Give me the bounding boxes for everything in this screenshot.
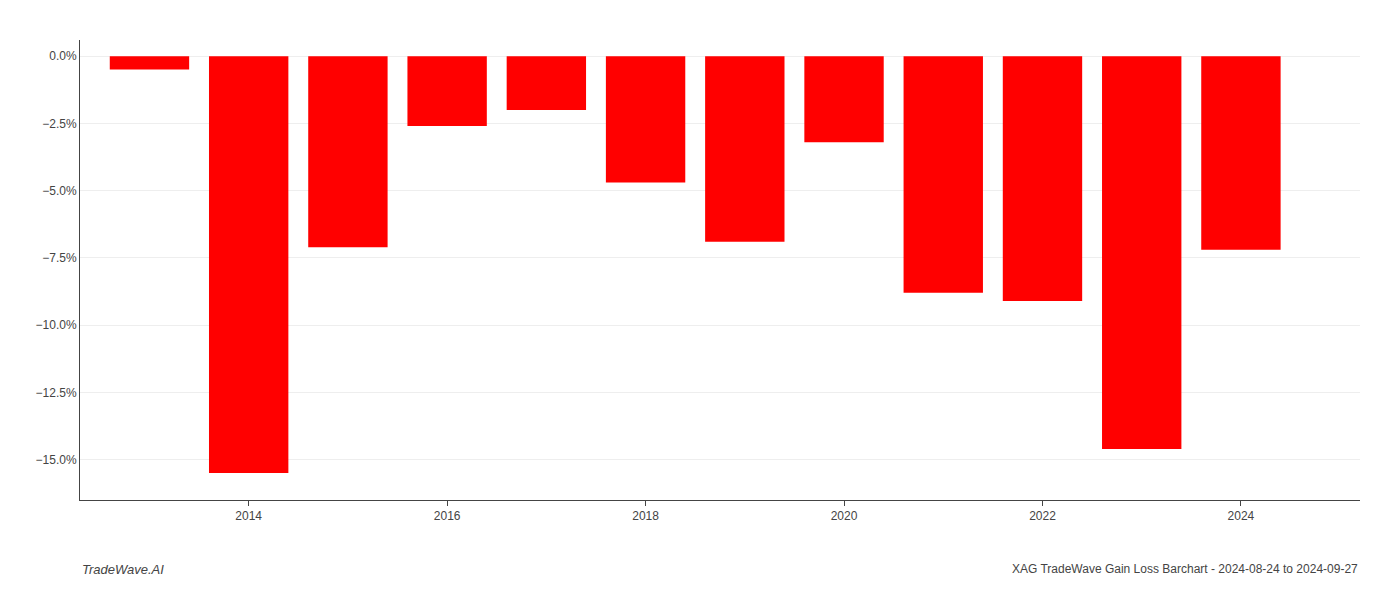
svg-text:−5.0%: −5.0% bbox=[42, 184, 77, 198]
svg-text:2018: 2018 bbox=[632, 509, 659, 523]
svg-text:−7.5%: −7.5% bbox=[42, 251, 77, 265]
svg-text:2014: 2014 bbox=[235, 509, 262, 523]
svg-text:0.0%: 0.0% bbox=[49, 49, 77, 63]
svg-text:2024: 2024 bbox=[1228, 509, 1255, 523]
svg-text:−12.5%: −12.5% bbox=[36, 386, 77, 400]
svg-text:2022: 2022 bbox=[1029, 509, 1056, 523]
svg-text:TradeWave.AI: TradeWave.AI bbox=[82, 562, 164, 577]
svg-text:2020: 2020 bbox=[831, 509, 858, 523]
svg-text:−10.0%: −10.0% bbox=[36, 318, 77, 332]
svg-text:2016: 2016 bbox=[434, 509, 461, 523]
svg-text:−2.5%: −2.5% bbox=[42, 117, 77, 131]
svg-text:−15.0%: −15.0% bbox=[36, 453, 77, 467]
svg-text:XAG TradeWave Gain Loss Barcha: XAG TradeWave Gain Loss Barchart - 2024-… bbox=[1012, 562, 1358, 576]
